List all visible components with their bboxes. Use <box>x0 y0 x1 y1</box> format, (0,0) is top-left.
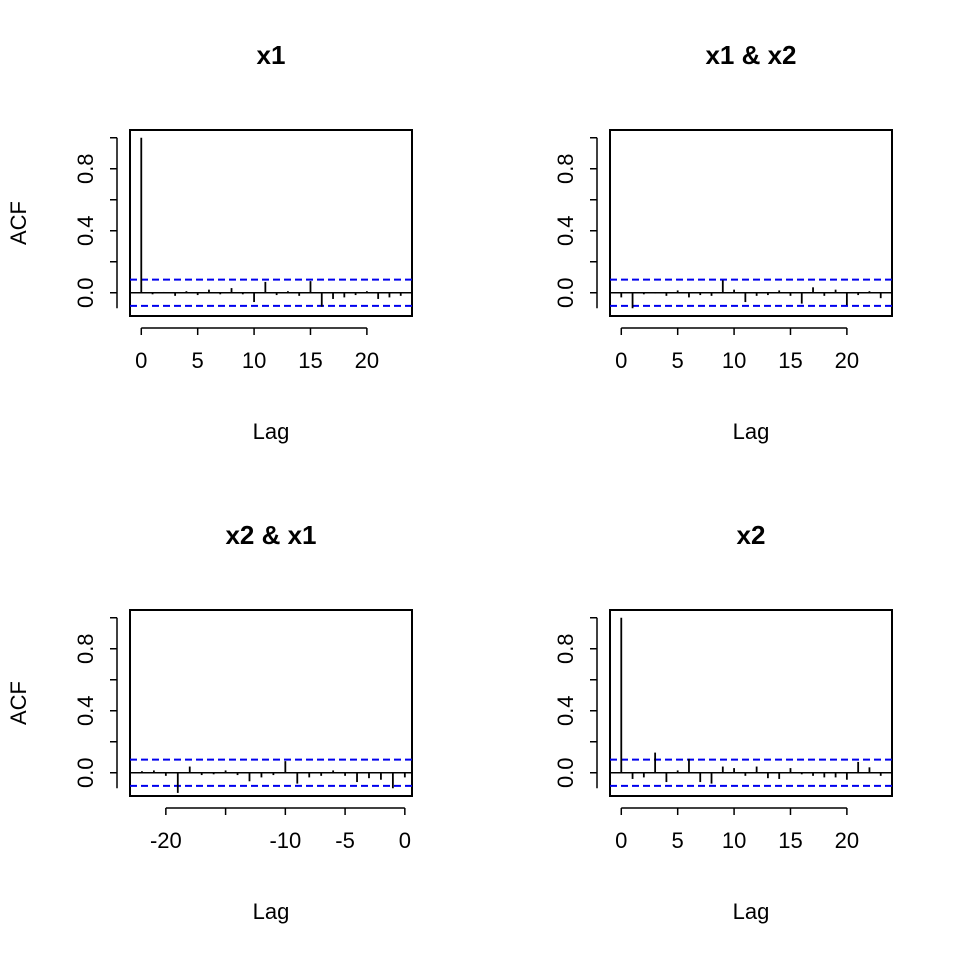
y-tick-label: 0.8 <box>553 633 578 664</box>
x-tick-label: 5 <box>672 348 684 373</box>
y-tick-label: 0.8 <box>73 153 98 184</box>
x-tick-label: -5 <box>335 828 355 853</box>
x-tick-label: 10 <box>722 828 746 853</box>
x-tick-label: 0 <box>615 828 627 853</box>
x-tick-label: 15 <box>778 348 802 373</box>
x-tick-label: 0 <box>135 348 147 373</box>
y-tick-label: 0.0 <box>73 277 98 308</box>
y-tick-label: 0.4 <box>553 215 578 246</box>
acf-panel-4: x2 0 5 10 15 20 Lag 0.0 0.4 0.8 <box>553 520 893 924</box>
y-tick-label: 0.4 <box>553 695 578 726</box>
panel-title: x2 <box>737 520 766 550</box>
y-tick-label: 0.4 <box>73 215 98 246</box>
x-axis-label: Lag <box>733 899 770 924</box>
x-tick-label: 20 <box>355 348 379 373</box>
x-tick-label: 0 <box>399 828 411 853</box>
x-tick-label: -20 <box>150 828 182 853</box>
y-tick-label: 0.0 <box>553 277 578 308</box>
acf-panel-2: x1 & x2 0 5 10 15 20 Lag 0.0 0.4 0.8 <box>553 40 893 444</box>
acf-panel-1: x1 0 5 10 15 20 Lag 0.0 0.4 0.8 ACF <box>6 40 413 444</box>
plot-frame <box>129 129 413 317</box>
acf-panel-3: x2 & x1 -20 -10 -5 0 Lag 0.0 0.4 0.8 ACF <box>6 520 413 924</box>
x-tick-label: 0 <box>615 348 627 373</box>
y-tick-label: 0.0 <box>553 757 578 788</box>
panel-title: x1 & x2 <box>705 40 796 70</box>
y-tick-label: 0.0 <box>73 757 98 788</box>
y-tick-label: 0.4 <box>73 695 98 726</box>
panel-title: x1 <box>257 40 286 70</box>
x-tick-label: -10 <box>269 828 301 853</box>
plot-frame <box>129 609 413 797</box>
x-tick-label: 10 <box>242 348 266 373</box>
y-axis-label: ACF <box>6 681 31 725</box>
x-tick-label: 15 <box>298 348 322 373</box>
x-axis-label: Lag <box>733 419 770 444</box>
plot-frame <box>609 129 893 317</box>
x-tick-label: 20 <box>835 348 859 373</box>
x-tick-label: 5 <box>672 828 684 853</box>
x-tick-label: 20 <box>835 828 859 853</box>
panel-title: x2 & x1 <box>225 520 316 550</box>
plot-frame <box>609 609 893 797</box>
y-tick-label: 0.8 <box>73 633 98 664</box>
y-tick-label: 0.8 <box>553 153 578 184</box>
x-tick-label: 15 <box>778 828 802 853</box>
x-tick-label: 10 <box>722 348 746 373</box>
x-tick-label: 5 <box>192 348 204 373</box>
y-axis-label: ACF <box>6 201 31 245</box>
x-axis-label: Lag <box>253 419 290 444</box>
x-axis-label: Lag <box>253 899 290 924</box>
